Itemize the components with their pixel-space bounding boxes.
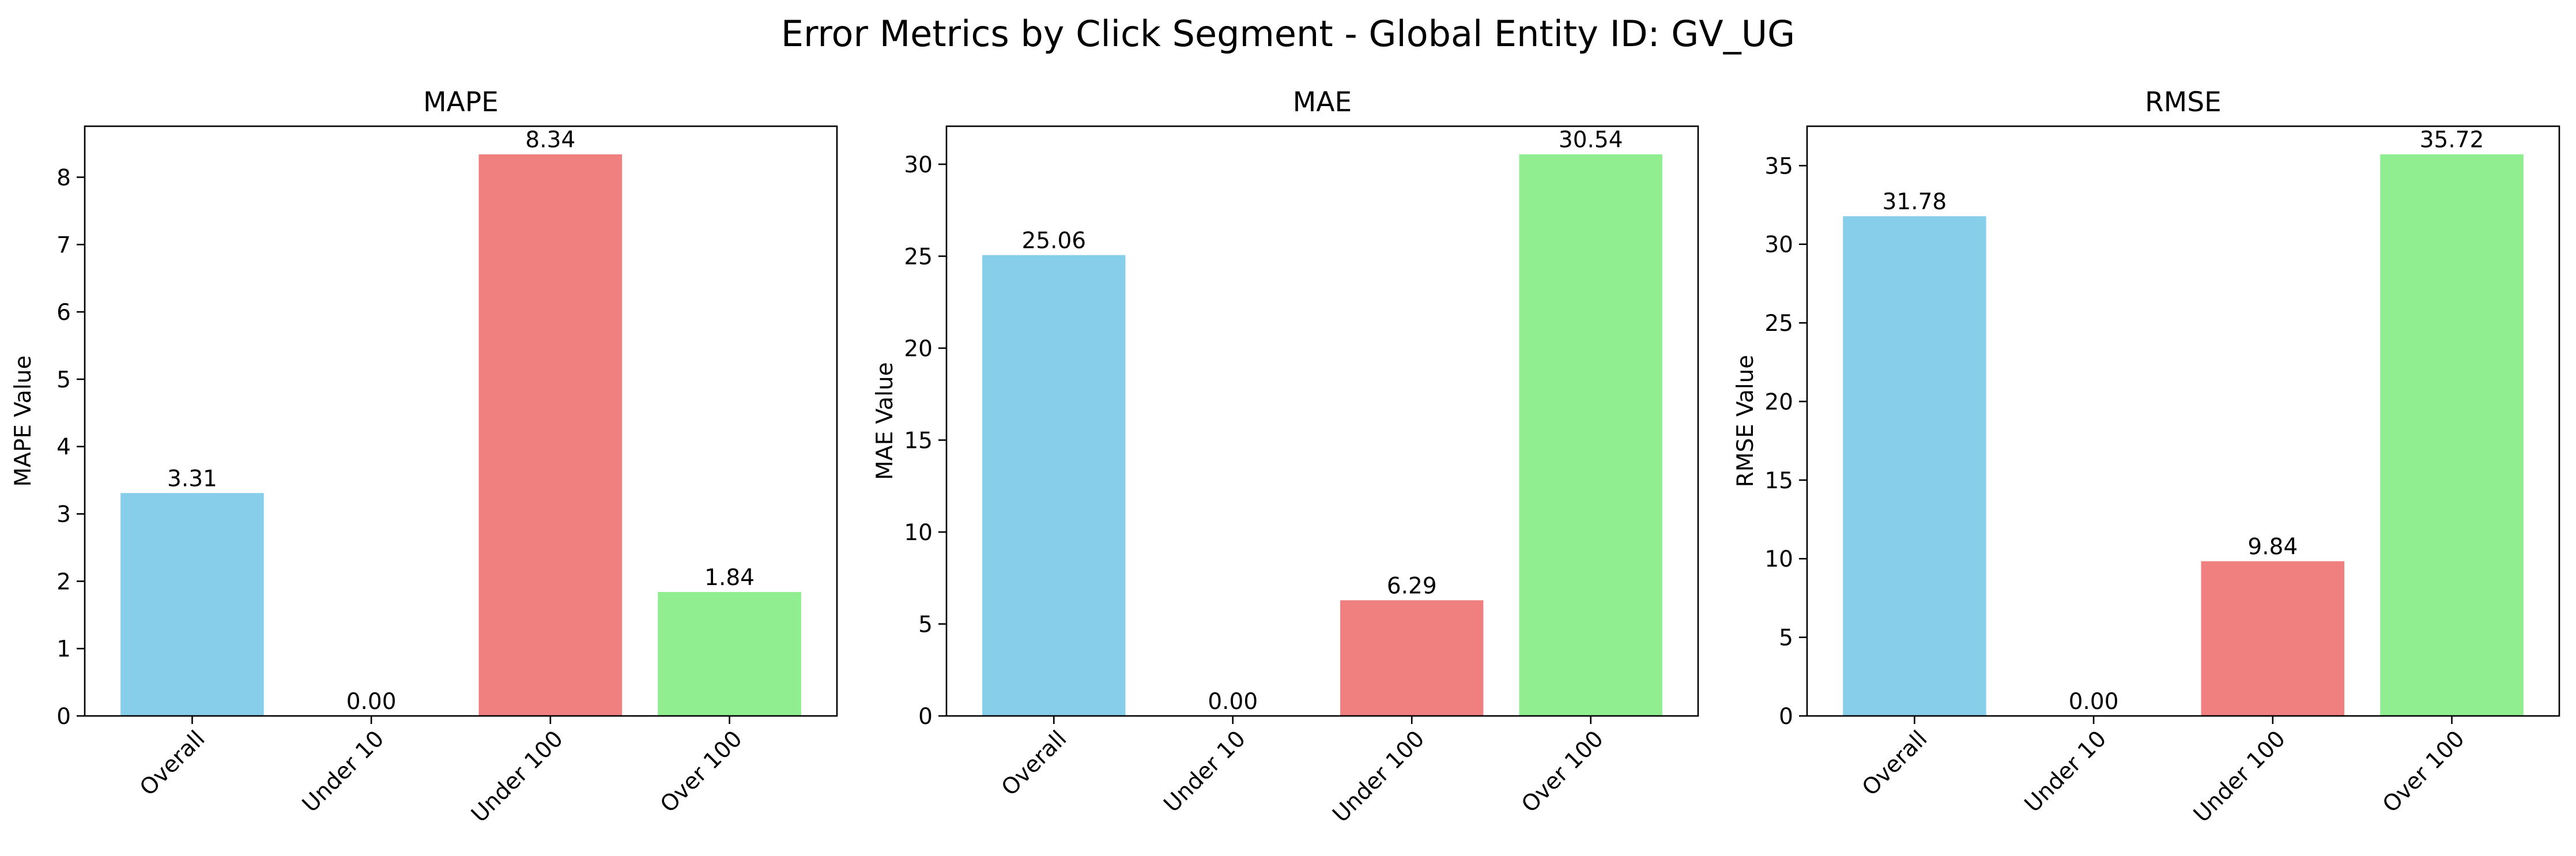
- y-tick-label: 35: [1764, 153, 1793, 179]
- bar-value-label: 0.00: [2069, 689, 2119, 715]
- y-tick-label: 5: [1779, 625, 1793, 651]
- y-axis-label: MAPE Value: [10, 356, 36, 487]
- subplot-title: MAPE: [423, 86, 499, 118]
- y-tick-label: 6: [56, 300, 71, 326]
- bar-overall: [982, 255, 1126, 716]
- y-tick-label: 15: [1764, 468, 1793, 494]
- y-tick-label: 7: [56, 232, 71, 258]
- y-tick-label: 8: [56, 165, 71, 191]
- x-tick-label: Over 100: [1517, 726, 1609, 818]
- x-tick-label: Overall: [997, 726, 1072, 801]
- bar-value-label: 0.00: [346, 689, 397, 715]
- x-tick-label: Under 10: [1159, 726, 1251, 817]
- y-tick-label: 20: [904, 336, 933, 362]
- bar-value-label: 9.84: [2247, 534, 2298, 560]
- x-tick-label: Under 10: [2020, 726, 2111, 817]
- y-tick-label: 25: [904, 244, 933, 270]
- y-tick-label: 4: [56, 435, 71, 461]
- subplot-title: RMSE: [2145, 86, 2222, 118]
- bar-value-label: 8.34: [525, 127, 575, 153]
- bar-value-label: 0.00: [1208, 689, 1258, 715]
- y-tick-label: 30: [1764, 232, 1793, 258]
- y-tick-label: 25: [1764, 311, 1793, 337]
- x-tick-label: Over 100: [655, 726, 748, 818]
- y-tick-label: 0: [56, 704, 71, 730]
- x-tick-label: Overall: [135, 726, 210, 801]
- y-tick-label: 1: [56, 636, 71, 662]
- bar-value-label: 25.06: [1021, 228, 1086, 254]
- axes-frame: [84, 125, 838, 717]
- bar-overall: [1843, 216, 1986, 716]
- bar-over-100: [1519, 154, 1662, 716]
- y-tick-label: 0: [918, 704, 933, 730]
- axes-frame: [1806, 125, 2560, 717]
- axes-frame: [945, 125, 1699, 717]
- bar-value-label: 31.78: [1883, 189, 1947, 215]
- y-tick-label: 3: [56, 502, 71, 528]
- y-tick-label: 5: [56, 367, 71, 393]
- figure-title: Error Metrics by Click Segment - Global …: [780, 13, 1796, 55]
- bar-value-label: 30.54: [1559, 127, 1623, 153]
- y-axis-label: RMSE Value: [1733, 355, 1759, 488]
- bar-value-label: 6.29: [1387, 573, 1437, 599]
- x-tick-label: Under 100: [2189, 726, 2291, 828]
- subplot-rmse: 31.78 0.00 9.84 35.72 0 5 10 15 20 25 30 35 Overall U…: [1733, 86, 2560, 828]
- bar-under-100: [2201, 561, 2345, 716]
- bar-value-label: 35.72: [2420, 127, 2484, 153]
- subplot-mape: 3.31 0.00 8.34 1.84 0 1 2 3 4 5 6 7 8 Overall Under 10…: [10, 86, 838, 828]
- y-tick-label: 0: [1779, 704, 1793, 730]
- bar-under-100: [478, 154, 623, 716]
- y-tick-label: 10: [904, 520, 933, 546]
- y-tick-label: 20: [1764, 389, 1793, 415]
- bar-over-100: [658, 592, 801, 716]
- y-tick-label: 15: [904, 428, 933, 454]
- y-tick-label: 5: [918, 612, 933, 638]
- x-tick-label: Under 100: [466, 726, 568, 828]
- x-tick-label: Overall: [1857, 726, 1932, 801]
- bar-overall: [120, 493, 264, 716]
- x-tick-label: Under 100: [1328, 726, 1430, 828]
- y-tick-label: 30: [904, 152, 933, 178]
- bar-value-label: 3.31: [167, 466, 217, 492]
- subplot-mae: 25.06 0.00 6.29 30.54 0 5 10 15 20 25 30 Overall Und…: [872, 86, 1699, 828]
- y-tick-label: 10: [1764, 546, 1793, 572]
- subplot-title: MAE: [1293, 86, 1352, 118]
- x-tick-label: Over 100: [2378, 726, 2470, 818]
- bar-value-label: 1.84: [704, 565, 755, 591]
- y-axis-label: MAE Value: [872, 362, 898, 480]
- x-tick-label: Under 10: [297, 726, 389, 817]
- y-tick-label: 2: [56, 569, 71, 595]
- bar-over-100: [2380, 154, 2524, 716]
- bar-under-100: [1340, 600, 1484, 716]
